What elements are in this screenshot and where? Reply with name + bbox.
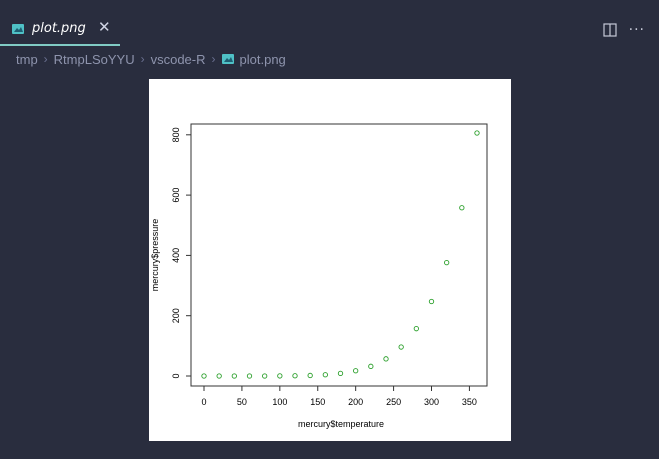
data-point <box>383 356 389 362</box>
y-tick-label: 600 <box>171 188 181 203</box>
data-point <box>459 205 465 211</box>
data-point <box>444 259 450 266</box>
data-point <box>413 326 419 332</box>
data-point <box>428 298 435 305</box>
image-preview: 0 50 100 150 200 250 300 350 0 200 400 600 800 merc… <box>149 79 511 441</box>
data-point <box>353 368 359 374</box>
more-actions-icon[interactable]: ··· <box>628 22 645 38</box>
y-axis: 0 200 400 600 800 <box>171 127 192 379</box>
breadcrumb-item-tmp[interactable]: tmp <box>16 51 38 67</box>
data-point <box>216 373 222 379</box>
scatter-plot: 0 50 100 150 200 250 300 350 0 200 400 600 800 merc… <box>150 123 488 429</box>
data-point <box>262 373 268 379</box>
x-tick-label: 300 <box>424 397 439 407</box>
y-tick-label: 800 <box>171 127 181 142</box>
x-tick-label: 150 <box>310 397 325 407</box>
data-point <box>398 344 404 350</box>
data-point <box>201 373 207 379</box>
breadcrumb-item-plot-png[interactable]: plot.png <box>239 51 286 67</box>
editor-actions: ··· <box>603 20 645 40</box>
data-point <box>474 130 480 136</box>
editor-tab-bar: plot.png ✕ ··· <box>0 0 659 46</box>
x-axis-label: mercury$temperature <box>298 419 384 429</box>
plot-box <box>190 123 488 387</box>
data-point <box>292 373 298 379</box>
breadcrumb-item-rtmp[interactable]: RtmpLSoYYU <box>53 51 135 67</box>
x-axis: 0 50 100 150 200 250 300 350 <box>201 385 477 407</box>
y-tick-label: 400 <box>171 248 181 263</box>
chevron-right-icon: › <box>140 52 145 66</box>
y-tick-label: 0 <box>171 373 181 378</box>
y-tick-label: 200 <box>171 308 181 323</box>
image-file-icon <box>221 54 234 64</box>
chevron-right-icon: › <box>211 52 216 66</box>
x-tick-label: 350 <box>462 397 477 407</box>
x-tick-label: 50 <box>237 397 247 407</box>
data-point <box>246 373 253 379</box>
data-points <box>201 130 480 379</box>
data-point <box>307 372 313 379</box>
data-point <box>337 370 344 376</box>
data-point <box>277 373 283 379</box>
x-tick-label: 200 <box>348 397 363 407</box>
breadcrumb: tmp › RtmpLSoYYU › vscode-R › plot.png <box>16 50 286 68</box>
x-tick-label: 100 <box>272 397 287 407</box>
tab-label: plot.png <box>32 21 86 36</box>
data-point <box>322 372 328 378</box>
close-tab-button[interactable]: ✕ <box>98 18 111 36</box>
image-file-icon <box>12 24 24 34</box>
x-tick-label: 250 <box>386 397 401 407</box>
chevron-right-icon: › <box>43 52 48 66</box>
data-point <box>231 373 237 379</box>
tab-plot-png[interactable]: plot.png ✕ <box>0 10 120 46</box>
split-editor-icon[interactable] <box>603 23 617 37</box>
data-point <box>368 363 374 369</box>
y-axis-label: mercury$pressure <box>150 219 160 292</box>
breadcrumb-item-vscode-r[interactable]: vscode-R <box>150 51 206 67</box>
x-tick-label: 0 <box>201 397 206 407</box>
